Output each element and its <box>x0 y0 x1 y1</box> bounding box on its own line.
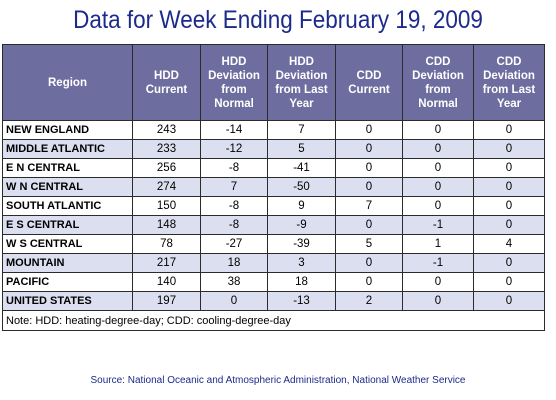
region-cell: MIDDLE ATLANTIC <box>2 139 133 159</box>
value-cell: 0 <box>335 158 403 178</box>
value-cell: 4 <box>473 234 545 254</box>
value-cell: 217 <box>132 253 201 273</box>
value-cell: -39 <box>267 234 336 254</box>
region-cell: NEW ENGLAND <box>2 120 133 140</box>
column-header-cdd-dev-last-year: CDD Deviation from Last Year <box>473 44 545 121</box>
region-cell: E S CENTRAL <box>2 215 133 235</box>
value-cell: 7 <box>200 177 268 197</box>
table-row: UNITED STATES 197 0 -13 2 0 0 <box>2 291 545 311</box>
value-cell: 0 <box>335 272 403 292</box>
value-cell: 7 <box>335 196 403 216</box>
value-cell: -1 <box>402 253 474 273</box>
value-cell: 78 <box>132 234 201 254</box>
column-header-hdd-dev-last-year: HDD Deviation from Last Year <box>267 44 336 121</box>
value-cell: 0 <box>473 120 545 140</box>
table-note: Note: HDD: heating-degree-day; CDD: cool… <box>2 310 545 331</box>
value-cell: 7 <box>267 120 336 140</box>
value-cell: 150 <box>132 196 201 216</box>
value-cell: -8 <box>200 215 268 235</box>
value-cell: -14 <box>200 120 268 140</box>
value-cell: 0 <box>335 139 403 159</box>
table-row: NEW ENGLAND 243 -14 7 0 0 0 <box>2 120 545 140</box>
table-row: MIDDLE ATLANTIC 233 -12 5 0 0 0 <box>2 139 545 159</box>
value-cell: 0 <box>200 291 268 311</box>
value-cell: 0 <box>335 177 403 197</box>
column-header-hdd-dev-normal: HDD Deviation from Normal <box>200 44 268 121</box>
value-cell: 5 <box>267 139 336 159</box>
page-title: Data for Week Ending February 19, 2009 <box>73 6 483 34</box>
note-row: Note: HDD: heating-degree-day; CDD: cool… <box>2 310 545 331</box>
value-cell: 2 <box>335 291 403 311</box>
value-cell: 38 <box>200 272 268 292</box>
value-cell: 0 <box>335 215 403 235</box>
value-cell: 0 <box>335 120 403 140</box>
weather-data-table-container: Region HDD Current HDD Deviation from Normal… <box>2 44 545 331</box>
value-cell: 140 <box>132 272 201 292</box>
column-header-hdd-current: HDD Current <box>132 44 201 121</box>
value-cell: -1 <box>402 215 474 235</box>
value-cell: 233 <box>132 139 201 159</box>
table-row: E N CENTRAL 256 -8 -41 0 0 0 <box>2 158 545 178</box>
value-cell: 0 <box>473 177 545 197</box>
region-cell: W S CENTRAL <box>2 234 133 254</box>
value-cell: 0 <box>402 177 474 197</box>
value-cell: 0 <box>473 158 545 178</box>
header-row: Region HDD Current HDD Deviation from Normal… <box>2 44 545 121</box>
value-cell: 148 <box>132 215 201 235</box>
value-cell: -8 <box>200 196 268 216</box>
value-cell: 0 <box>402 272 474 292</box>
value-cell: 0 <box>473 253 545 273</box>
value-cell: 0 <box>473 139 545 159</box>
value-cell: -8 <box>200 158 268 178</box>
value-cell: 1 <box>402 234 474 254</box>
value-cell: 0 <box>473 272 545 292</box>
value-cell: 0 <box>473 215 545 235</box>
value-cell: 3 <box>267 253 336 273</box>
value-cell: 0 <box>402 139 474 159</box>
column-header-region: Region <box>2 44 133 121</box>
value-cell: -27 <box>200 234 268 254</box>
region-cell: UNITED STATES <box>2 291 133 311</box>
table-body: NEW ENGLAND 243 -14 7 0 0 0 MIDDLE ATLANTIC 233-… <box>2 120 545 311</box>
value-cell: 5 <box>335 234 403 254</box>
value-cell: 256 <box>132 158 201 178</box>
table-row: W S CENTRAL 78 -27 -39 5 1 4 <box>2 234 545 254</box>
table-row: E S CENTRAL 148 -8 -9 0 -1 0 <box>2 215 545 235</box>
source-credit: Source: National Oceanic and Atmospheric… <box>90 375 466 386</box>
value-cell: 0 <box>473 196 545 216</box>
value-cell: -50 <box>267 177 336 197</box>
region-cell: E N CENTRAL <box>2 158 133 178</box>
value-cell: 0 <box>473 291 545 311</box>
region-cell: W N CENTRAL <box>2 177 133 197</box>
table-row: SOUTH ATLANTIC 150 -8 9 7 0 0 <box>2 196 545 216</box>
value-cell: 0 <box>402 196 474 216</box>
value-cell: 0 <box>402 291 474 311</box>
table-row: PACIFIC 140 38 18 0 0 0 <box>2 272 545 292</box>
value-cell: -41 <box>267 158 336 178</box>
value-cell: 0 <box>402 158 474 178</box>
table-row: W N CENTRAL 274 7 -50 0 0 0 <box>2 177 545 197</box>
value-cell: -9 <box>267 215 336 235</box>
value-cell: 274 <box>132 177 201 197</box>
column-header-cdd-dev-normal: CDD Deviation from Normal <box>402 44 474 121</box>
region-cell: SOUTH ATLANTIC <box>2 196 133 216</box>
value-cell: 0 <box>335 253 403 273</box>
value-cell: 18 <box>267 272 336 292</box>
value-cell: -13 <box>267 291 336 311</box>
value-cell: 18 <box>200 253 268 273</box>
value-cell: 197 <box>132 291 201 311</box>
value-cell: -12 <box>200 139 268 159</box>
value-cell: 9 <box>267 196 336 216</box>
region-cell: MOUNTAIN <box>2 253 133 273</box>
value-cell: 243 <box>132 120 201 140</box>
weather-data-table: Region HDD Current HDD Deviation from Normal… <box>2 44 545 331</box>
column-header-cdd-current: CDD Current <box>335 44 403 121</box>
value-cell: 0 <box>402 120 474 140</box>
region-cell: PACIFIC <box>2 272 133 292</box>
table-row: MOUNTAIN 217 18 3 0 -1 0 <box>2 253 545 273</box>
